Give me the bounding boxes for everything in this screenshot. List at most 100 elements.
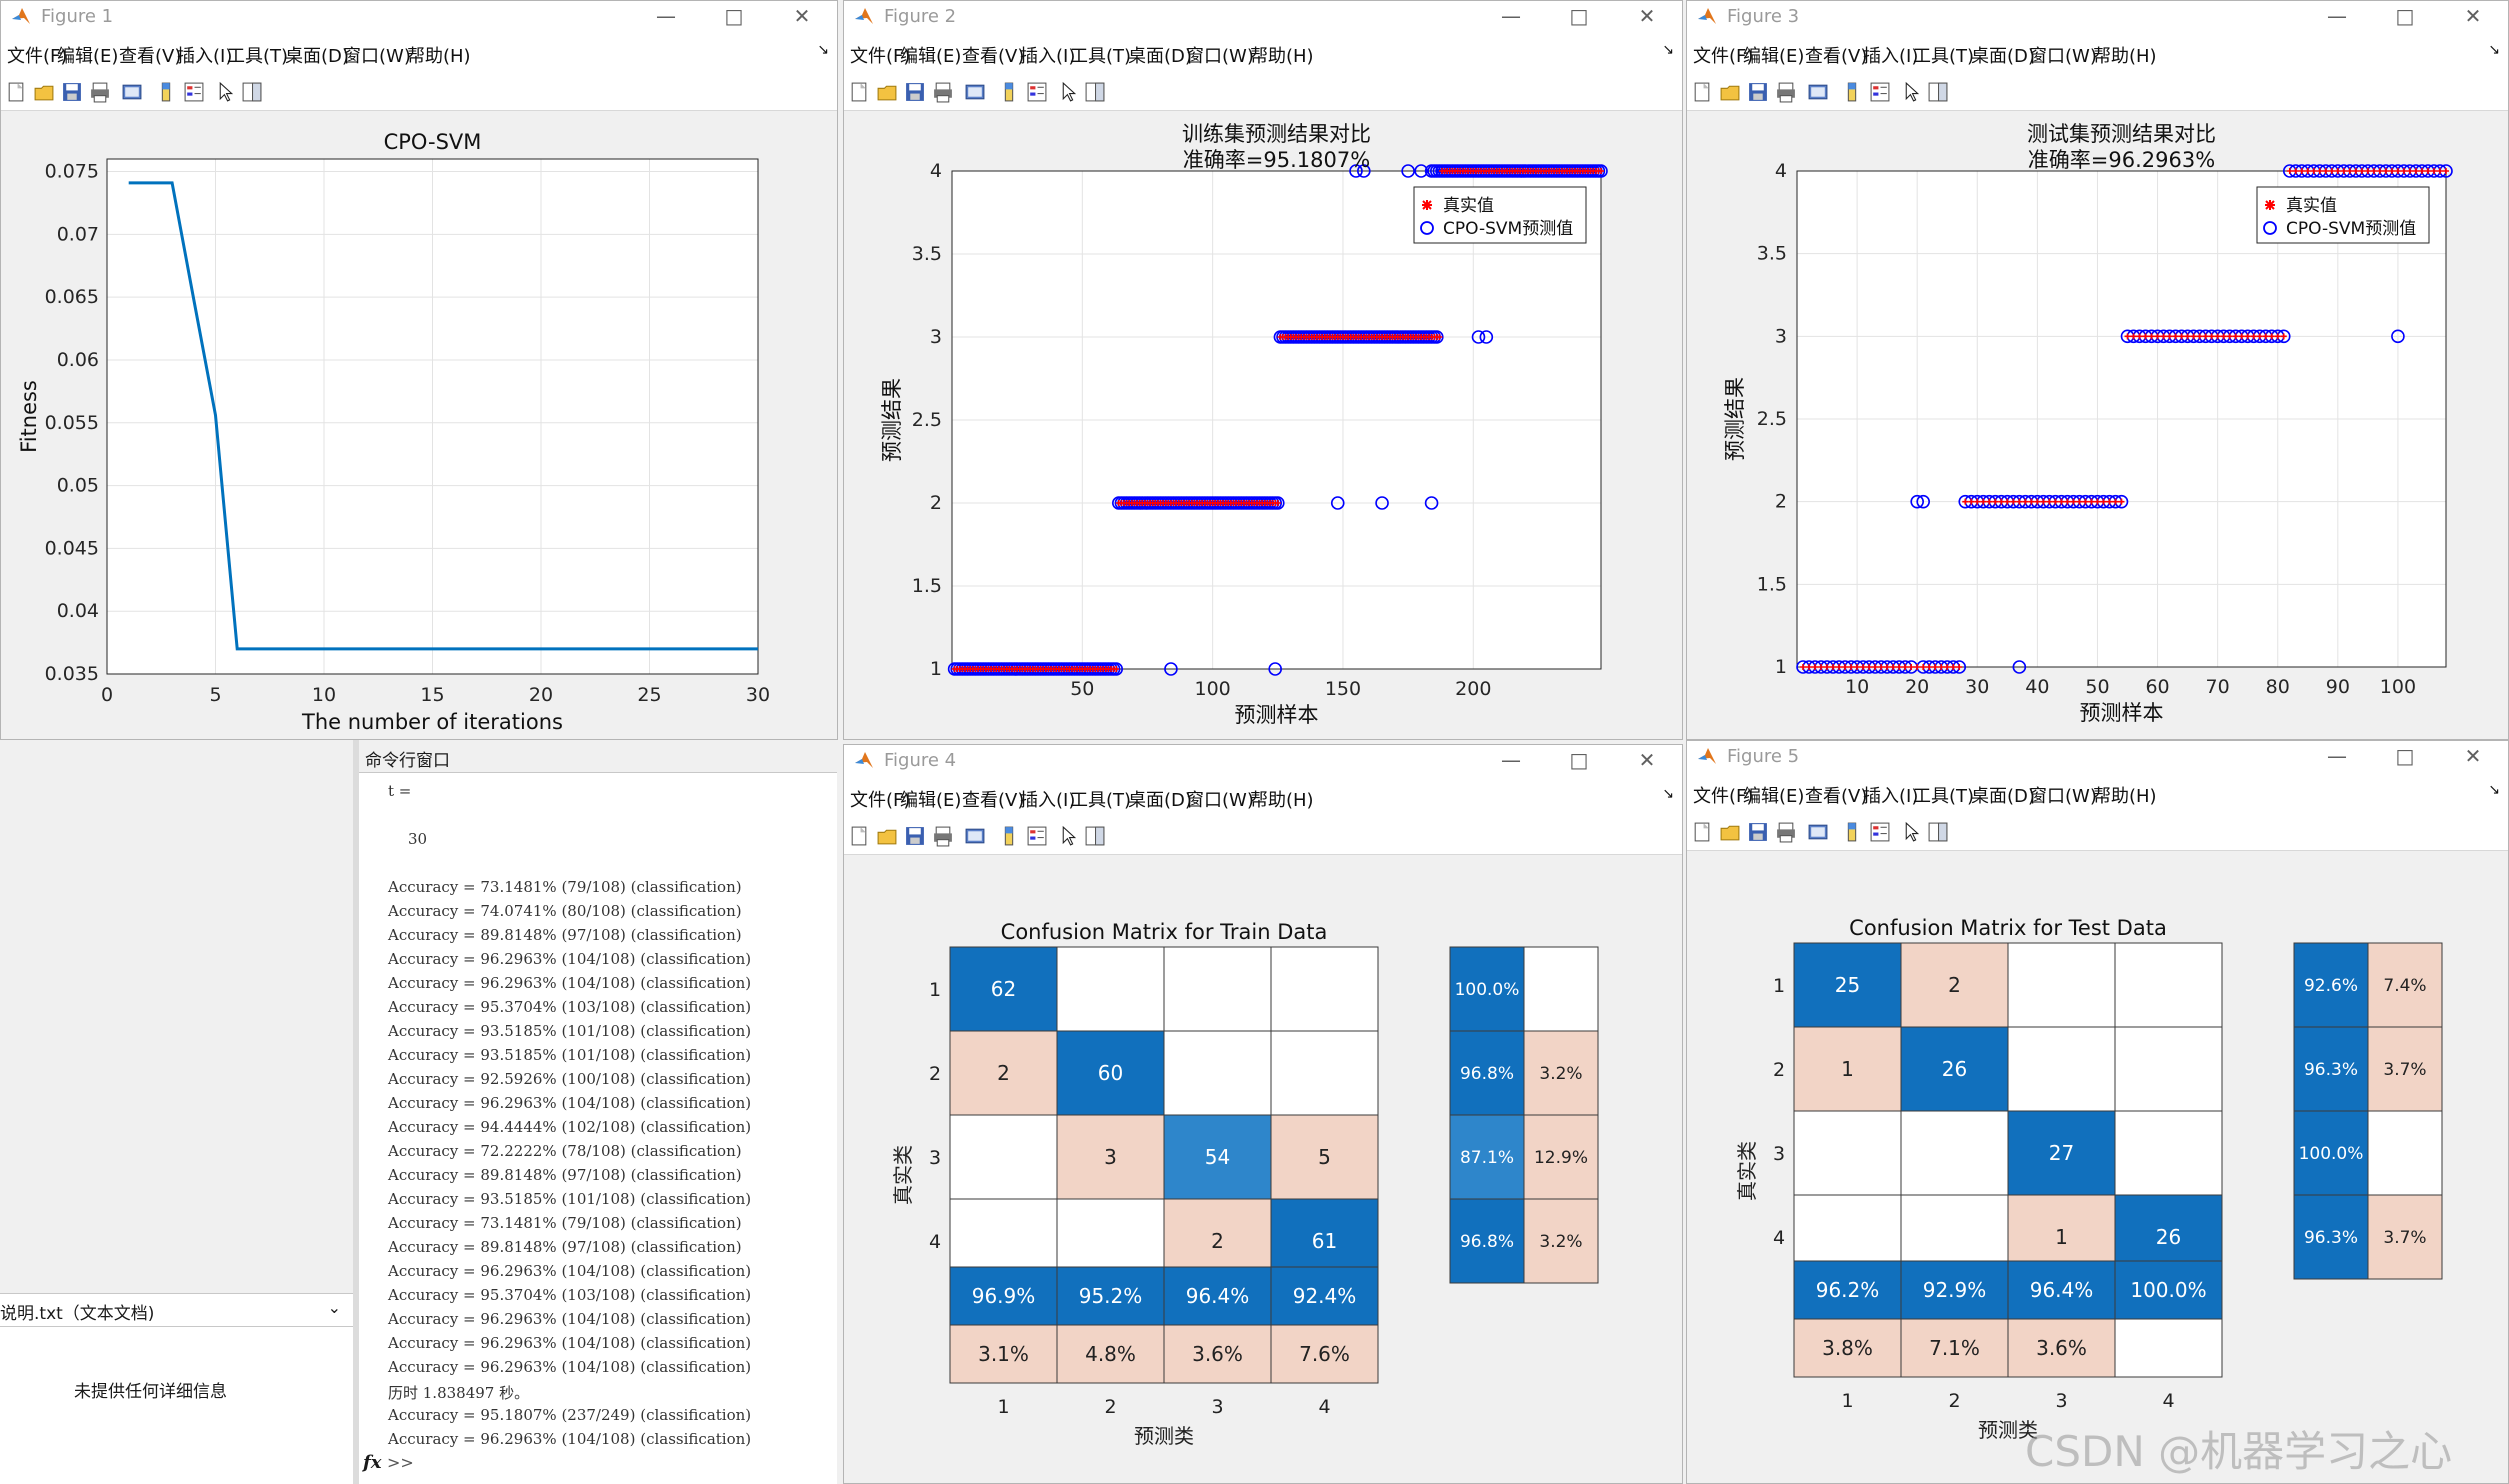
title-bar[interactable]: Figure 4 — □ ✕ bbox=[844, 745, 1682, 776]
save-icon[interactable] bbox=[904, 81, 926, 103]
menu-item[interactable]: 帮助(H) bbox=[407, 46, 471, 67]
menu-item[interactable]: 桌面(D) bbox=[1971, 46, 2035, 67]
minimize-icon[interactable]: — bbox=[2327, 4, 2347, 28]
panel-icon[interactable] bbox=[1927, 81, 1949, 103]
menu-item[interactable]: 文件(F) bbox=[1693, 786, 1754, 807]
legend-icon[interactable] bbox=[183, 81, 205, 103]
close-icon[interactable]: ✕ bbox=[1638, 748, 1656, 772]
pointer-icon[interactable] bbox=[1901, 81, 1923, 103]
panel-icon[interactable] bbox=[1084, 81, 1106, 103]
menu-item[interactable]: 桌面(D) bbox=[1128, 46, 1192, 67]
colorbar-icon[interactable] bbox=[998, 825, 1020, 847]
menu-item[interactable]: 编辑(E) bbox=[900, 790, 962, 811]
legend-icon[interactable] bbox=[1026, 825, 1048, 847]
menu-item[interactable]: 桌面(D) bbox=[285, 46, 349, 67]
maximize-icon[interactable]: □ bbox=[1569, 4, 1589, 28]
print-icon[interactable] bbox=[932, 825, 954, 847]
menu-item[interactable]: 帮助(H) bbox=[1250, 46, 1314, 67]
colorbar-icon[interactable] bbox=[998, 81, 1020, 103]
menu-item[interactable]: 工具(T) bbox=[1913, 786, 1975, 807]
menu-item[interactable]: 插入(I) bbox=[1863, 46, 1919, 67]
minimize-icon[interactable]: — bbox=[1501, 748, 1521, 772]
menu-item[interactable]: 查看(V) bbox=[1805, 786, 1868, 807]
panel-icon[interactable] bbox=[241, 81, 263, 103]
close-icon[interactable]: ✕ bbox=[2464, 744, 2482, 768]
title-bar[interactable]: Figure 1 — □ ✕ bbox=[1, 1, 837, 32]
legend-icon[interactable] bbox=[1869, 81, 1891, 103]
menu-item[interactable]: 插入(I) bbox=[177, 46, 233, 67]
menu-item[interactable]: 窗口(W) bbox=[1186, 790, 1254, 811]
menu-item[interactable]: 窗口(W) bbox=[2029, 786, 2097, 807]
menu-item[interactable]: 工具(T) bbox=[227, 46, 289, 67]
colorbar-icon[interactable] bbox=[1841, 821, 1863, 843]
menu-item[interactable]: 帮助(H) bbox=[1250, 790, 1314, 811]
menu-item[interactable]: 编辑(E) bbox=[1743, 786, 1805, 807]
new-file-icon[interactable] bbox=[5, 81, 27, 103]
minimize-icon[interactable]: — bbox=[656, 4, 676, 28]
command-prompt[interactable]: fx >> bbox=[363, 1450, 833, 1480]
new-file-icon[interactable] bbox=[848, 825, 870, 847]
open-folder-icon[interactable] bbox=[1719, 81, 1741, 103]
print-preview-icon[interactable] bbox=[121, 81, 143, 103]
fx-icon[interactable]: fx bbox=[363, 1452, 382, 1473]
menu-item[interactable]: 桌面(D) bbox=[1128, 790, 1192, 811]
menu-item[interactable]: 文件(F) bbox=[7, 46, 68, 67]
menu-overflow-icon[interactable]: ↘ bbox=[1662, 42, 1674, 58]
maximize-icon[interactable]: □ bbox=[2395, 4, 2415, 28]
maximize-icon[interactable]: □ bbox=[1569, 748, 1589, 772]
menu-overflow-icon[interactable]: ↘ bbox=[1662, 786, 1674, 802]
menu-item[interactable]: 插入(I) bbox=[1863, 786, 1919, 807]
menu-item[interactable]: 查看(V) bbox=[1805, 46, 1868, 67]
maximize-icon[interactable]: □ bbox=[724, 4, 744, 28]
title-bar[interactable]: Figure 5 — □ ✕ bbox=[1687, 741, 2508, 772]
close-icon[interactable]: ✕ bbox=[2464, 4, 2482, 28]
chevron-down-icon[interactable]: ⌄ bbox=[327, 1298, 341, 1317]
print-preview-icon[interactable] bbox=[1807, 81, 1829, 103]
menu-item[interactable]: 窗口(W) bbox=[343, 46, 411, 67]
menu-overflow-icon[interactable]: ↘ bbox=[2488, 42, 2500, 58]
close-icon[interactable]: ✕ bbox=[793, 4, 811, 28]
save-icon[interactable] bbox=[61, 81, 83, 103]
menu-item[interactable]: 帮助(H) bbox=[2093, 46, 2157, 67]
print-preview-icon[interactable] bbox=[1807, 821, 1829, 843]
pointer-icon[interactable] bbox=[215, 81, 237, 103]
panel-icon[interactable] bbox=[1084, 825, 1106, 847]
menu-item[interactable]: 工具(T) bbox=[1913, 46, 1975, 67]
close-icon[interactable]: ✕ bbox=[1638, 4, 1656, 28]
print-icon[interactable] bbox=[89, 81, 111, 103]
save-icon[interactable] bbox=[1747, 821, 1769, 843]
menu-item[interactable]: 查看(V) bbox=[119, 46, 182, 67]
menu-item[interactable]: 工具(T) bbox=[1070, 790, 1132, 811]
menu-item[interactable]: 文件(F) bbox=[850, 46, 911, 67]
open-folder-icon[interactable] bbox=[876, 81, 898, 103]
print-icon[interactable] bbox=[1775, 821, 1797, 843]
menu-overflow-icon[interactable]: ↘ bbox=[2488, 782, 2500, 798]
menu-item[interactable]: 查看(V) bbox=[962, 46, 1025, 67]
print-icon[interactable] bbox=[932, 81, 954, 103]
menu-item[interactable]: 编辑(E) bbox=[1743, 46, 1805, 67]
pointer-icon[interactable] bbox=[1058, 81, 1080, 103]
print-preview-icon[interactable] bbox=[964, 81, 986, 103]
pointer-icon[interactable] bbox=[1901, 821, 1923, 843]
command-window[interactable]: 命令行窗口 bbox=[359, 740, 837, 1484]
minimize-icon[interactable]: — bbox=[2327, 744, 2347, 768]
menu-item[interactable]: 编辑(E) bbox=[57, 46, 119, 67]
menu-item[interactable]: 帮助(H) bbox=[2093, 786, 2157, 807]
menu-item[interactable]: 窗口(W) bbox=[1186, 46, 1254, 67]
new-file-icon[interactable] bbox=[848, 81, 870, 103]
new-file-icon[interactable] bbox=[1691, 81, 1713, 103]
menu-item[interactable]: 查看(V) bbox=[962, 790, 1025, 811]
minimize-icon[interactable]: — bbox=[1501, 4, 1521, 28]
title-bar[interactable]: Figure 2 — □ ✕ bbox=[844, 1, 1682, 32]
title-bar[interactable]: Figure 3 — □ ✕ bbox=[1687, 1, 2508, 32]
open-folder-icon[interactable] bbox=[876, 825, 898, 847]
colorbar-icon[interactable] bbox=[155, 81, 177, 103]
menu-item[interactable]: 文件(F) bbox=[1693, 46, 1754, 67]
open-folder-icon[interactable] bbox=[33, 81, 55, 103]
new-file-icon[interactable] bbox=[1691, 821, 1713, 843]
panel-icon[interactable] bbox=[1927, 821, 1949, 843]
open-folder-icon[interactable] bbox=[1719, 821, 1741, 843]
menu-overflow-icon[interactable]: ↘ bbox=[817, 42, 829, 58]
maximize-icon[interactable]: □ bbox=[2395, 744, 2415, 768]
menu-item[interactable]: 窗口(W) bbox=[2029, 46, 2097, 67]
